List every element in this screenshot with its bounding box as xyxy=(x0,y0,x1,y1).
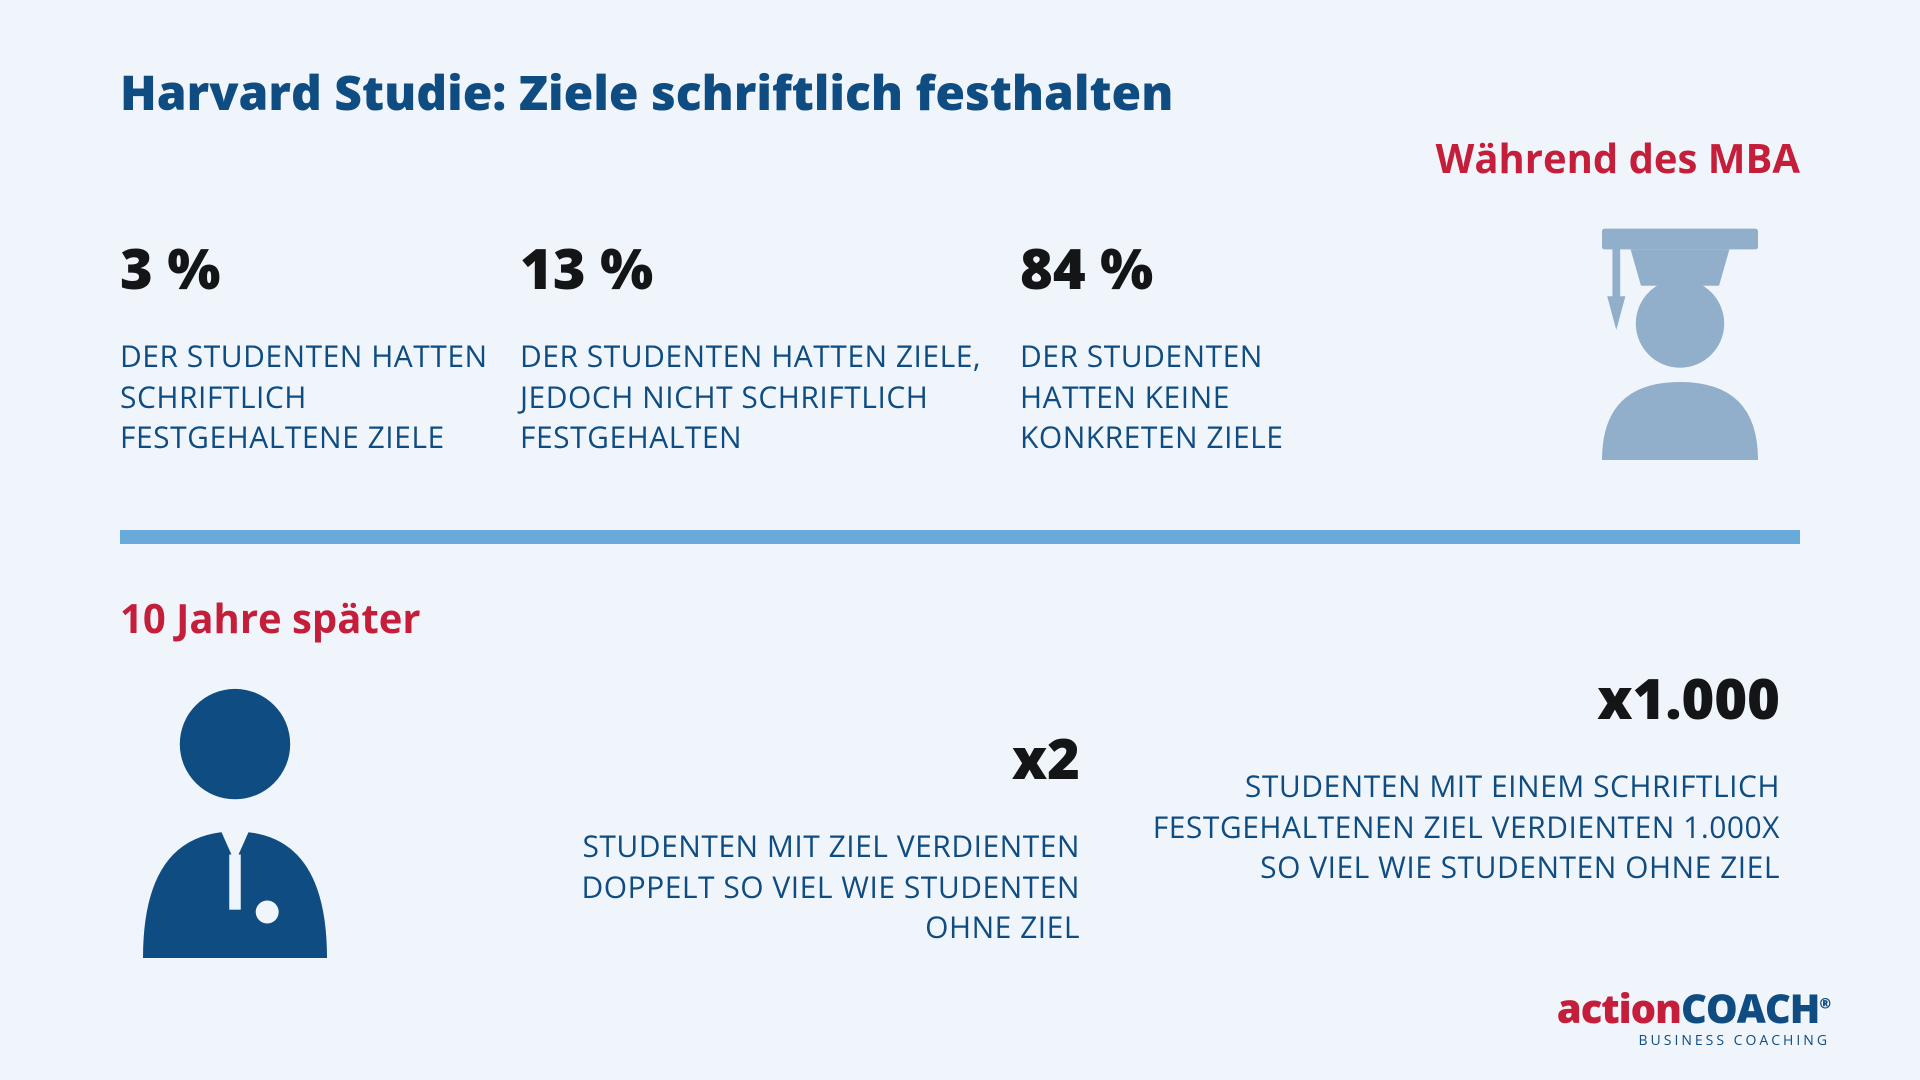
stat-desc-2: DER STUDENTEN HATTEN ZIELE, JEDOCH NICHT… xyxy=(520,336,1020,458)
result-desc-1: STUDENTEN MIT ZIEL VERDIENTEN DOPPELT SO… xyxy=(520,826,1080,948)
result-value-2: x1.000 xyxy=(1597,660,1780,736)
result-value-1: x2 xyxy=(1012,720,1080,796)
stat-block-1: 3 % DER STUDENTEN HATTEN SCHRIFTLICH FES… xyxy=(120,230,520,458)
stat-desc-1: DER STUDENTEN HATTEN SCHRIFTLICH FESTGEH… xyxy=(120,336,520,458)
page-title: Harvard Studie: Ziele schriftlich festha… xyxy=(120,60,1173,125)
section-divider xyxy=(120,530,1800,544)
stat-value-3: 84 % xyxy=(1020,230,1380,306)
stats-row: 3 % DER STUDENTEN HATTEN SCHRIFTLICH FES… xyxy=(120,230,1800,458)
logo-registered-icon: ® xyxy=(1819,995,1830,1014)
businessperson-icon xyxy=(120,680,350,960)
stat-value-1: 3 % xyxy=(120,230,520,306)
stat-block-2: 13 % DER STUDENTEN HATTEN ZIELE, JEDOCH … xyxy=(520,230,1020,458)
result-block-2: x1.000 STUDENTEN MIT EINEM SCHRIFTLICH F… xyxy=(1140,660,1780,888)
logo-part2: COACH xyxy=(1681,980,1819,1035)
section1-label: Während des MBA xyxy=(1436,130,1800,185)
stat-block-3: 84 % DER STUDENTEN HATTEN KEINE KONKRETE… xyxy=(1020,230,1380,458)
logo-wordmark: ActionCOACH® xyxy=(1557,980,1830,1035)
section2-label: 10 Jahre später xyxy=(120,590,421,645)
logo-part1: Action xyxy=(1557,980,1681,1035)
result-desc-2: STUDENTEN MIT EINEM SCHRIFTLICH FESTGEHA… xyxy=(1140,766,1780,888)
stat-value-2: 13 % xyxy=(520,230,1020,306)
result-block-1: x2 STUDENTEN MIT ZIEL VERDIENTEN DOPPELT… xyxy=(520,720,1080,948)
brand-logo: ActionCOACH® BUSINESS COACHING xyxy=(1557,980,1830,1050)
graduate-icon xyxy=(1550,200,1810,460)
stat-desc-3: DER STUDENTEN HATTEN KEINE KONKRETEN ZIE… xyxy=(1020,336,1380,458)
